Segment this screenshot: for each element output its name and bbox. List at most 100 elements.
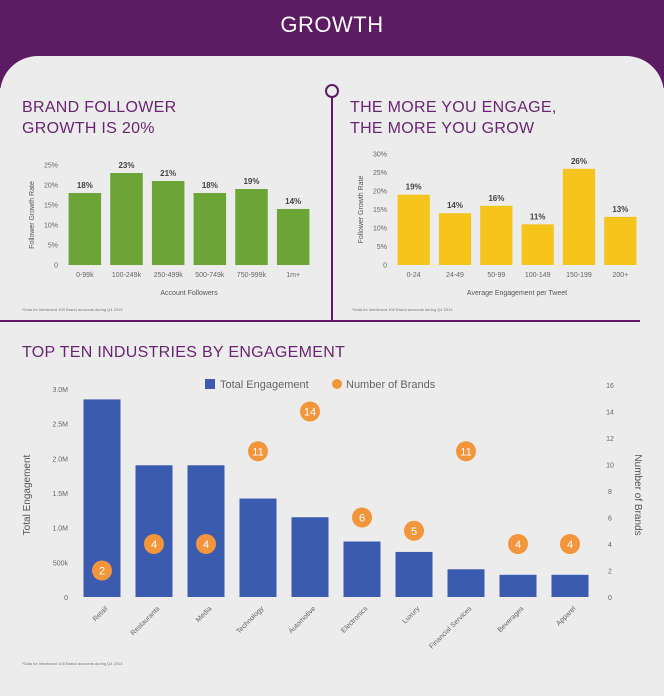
chart3-brand-count-label: 5	[411, 526, 417, 538]
chart1-xtick: 0-99k	[76, 272, 94, 279]
chart3-title: TOP TEN INDUSTRIES BY ENGAGEMENT	[22, 344, 346, 361]
chart2-bar	[480, 205, 513, 265]
chart3-y2tick: 4	[608, 542, 612, 549]
chart3-brand-count-marker	[508, 534, 528, 554]
chart2-bar	[562, 168, 596, 265]
chart3-bar	[239, 498, 277, 597]
chart1-ytick: 25%	[44, 163, 58, 170]
chart2-xtick: 100-149	[525, 272, 551, 279]
chart3-xtick: Apparel	[555, 605, 577, 627]
chart3-y2tick: 16	[606, 383, 614, 390]
chart1-xlabel: Account Followers	[160, 290, 218, 297]
chart2-ytick: 25%	[373, 170, 387, 177]
divider-ring	[325, 84, 339, 98]
chart2-xtick: 24-49	[446, 272, 464, 279]
chart3-y2tick: 8	[608, 489, 612, 496]
chart3-bar	[499, 574, 537, 597]
chart1-data-label: 18%	[202, 181, 218, 190]
chart3-brand-count-label: 11	[252, 446, 263, 458]
chart2-ytick: 5%	[377, 244, 387, 251]
chart1-title: BRAND FOLLOWER GROWTH IS 20%	[22, 99, 177, 137]
chart1-data-label: 19%	[243, 177, 259, 186]
chart3-y2tick: 2	[608, 569, 612, 576]
chart2-ylabel: Follower Growth Rate	[358, 176, 365, 244]
chart3-brand-count-label: 4	[515, 539, 521, 551]
chart3-brand-count-label: 4	[151, 539, 157, 551]
horizontal-divider	[0, 320, 640, 322]
chart3-brand-count-label: 4	[203, 539, 209, 551]
chart1-ytick: 10%	[44, 223, 58, 230]
chart1-bar	[193, 193, 227, 265]
chart3-bar	[395, 551, 433, 597]
chart3-xtick: Beverages	[497, 605, 526, 634]
chart2-bar	[397, 194, 430, 265]
chart1-ytick: 20%	[44, 183, 58, 190]
chart3-bar	[551, 574, 589, 597]
legend-label-number-of-brands: Number of Brands	[346, 379, 436, 391]
chart3-y2tick: 12	[606, 436, 614, 443]
chart1-bar	[151, 181, 185, 265]
chart3-brand-count-marker	[248, 441, 268, 462]
chart3-brand-count-label: 2	[99, 566, 105, 578]
chart3-ytick: 3.0M	[52, 387, 68, 394]
chart1-footnote: *Data for Interbrand 100 Brand accounts …	[22, 307, 123, 312]
follower-growth-chart: 0 5% 10% 15% 20% 25% 18% 0-99k 23% 100-249k 21% 250…	[29, 161, 310, 297]
chart3-bar	[291, 517, 329, 597]
chart3-xtick: Media	[195, 605, 214, 624]
chart3-brand-count-label: 6	[359, 513, 365, 525]
chart3-brand-count-label: 14	[304, 407, 316, 419]
chart2-data-label: 11%	[530, 212, 546, 221]
chart3-y2tick: 14	[606, 410, 614, 417]
chart3-bar	[343, 541, 381, 597]
chart3-footnote: *Data for Interbrand 100 Brand accounts …	[22, 661, 123, 666]
chart3-brand-count-marker	[352, 507, 372, 528]
chart1-xtick: 1m+	[286, 272, 300, 279]
chart3-brand-count-label: 4	[567, 539, 573, 551]
chart3-xtick: Luxury	[402, 605, 422, 625]
chart1-data-label: 18%	[77, 181, 93, 190]
chart3-y2tick: 6	[608, 516, 612, 523]
chart2-bar	[438, 213, 472, 265]
chart3-bar	[135, 465, 173, 597]
chart2-ytick: 20%	[373, 189, 387, 196]
chart3-brand-count-marker	[92, 560, 112, 581]
chart3-xtick: Retail	[92, 605, 110, 623]
chart2-data-label: 13%	[612, 205, 628, 214]
chart3-ylabel: Total Engagement	[22, 454, 33, 535]
chart2-data-label: 14%	[447, 201, 463, 210]
chart2-xtick: 150-199	[566, 272, 592, 279]
chart3-ytick: 2.0M	[52, 456, 68, 463]
chart3-xtick: Automotive	[288, 605, 318, 635]
page-title: GROWTH	[280, 12, 384, 37]
chart1-data-label: 23%	[118, 161, 134, 170]
chart3-y2label: Number of Brands	[632, 454, 643, 535]
chart1-bar	[235, 189, 268, 265]
chart2-ytick: 0	[383, 263, 387, 270]
chart1-ytick: 0	[54, 263, 58, 270]
chart2-xtick: 50-99	[487, 272, 505, 279]
legend-label-total-engagement: Total Engagement	[220, 379, 309, 391]
chart3-ytick: 0	[64, 595, 68, 602]
chart3-brand-count-marker	[144, 534, 164, 554]
chart2-data-label: 16%	[488, 194, 504, 203]
chart2-ytick: 30%	[373, 152, 387, 159]
legend-swatch-number-of-brands	[332, 379, 342, 389]
chart1-xtick: 250-499k	[154, 272, 184, 279]
chart1-ytick: 15%	[44, 203, 58, 210]
chart2-data-label: 26%	[571, 157, 587, 166]
chart1-bar	[276, 209, 310, 265]
chart1-data-label: 21%	[160, 169, 176, 178]
industries-chart: 0 500k 1.0M 1.5M 2.0M 2.5M 3.0M 0 2 4 6 8 10 12 14 16 Re…	[22, 379, 643, 651]
chart2-ytick: 15%	[373, 207, 387, 214]
chart2-xtick: 200+	[612, 272, 628, 279]
legend-swatch-total-engagement	[205, 379, 215, 389]
chart3-brand-count-marker	[196, 534, 216, 554]
chart3-xtick: Electronics	[340, 605, 370, 635]
chart1-bar	[110, 173, 143, 265]
chart3-ytick: 2.5M	[52, 422, 68, 429]
chart3-y2tick: 10	[606, 463, 614, 470]
chart1-ytick: 5%	[48, 243, 58, 250]
chart1-bar	[68, 193, 102, 265]
chart1-data-label: 14%	[285, 197, 301, 206]
chart2-title: THE MORE YOU ENGAGE, THE MORE YOU GROW	[350, 99, 557, 137]
